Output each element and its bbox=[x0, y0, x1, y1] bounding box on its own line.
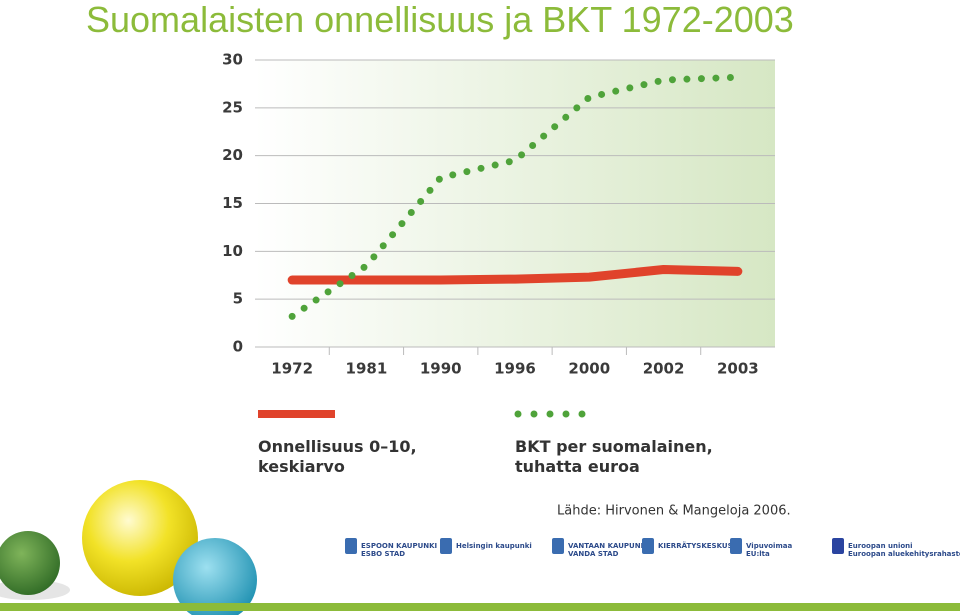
ball bbox=[82, 480, 198, 596]
logo: ESPOON KAUPUNKI ESBO STAD bbox=[361, 542, 437, 558]
x-tick-label: 2003 bbox=[717, 360, 759, 378]
x-tick-label: 2000 bbox=[568, 360, 610, 378]
x-tick-label: 1990 bbox=[420, 360, 462, 378]
ball bbox=[0, 531, 60, 595]
y-tick-label: 5 bbox=[233, 290, 243, 308]
legend-label: BKT per suomalainen, tuhatta euroa bbox=[515, 437, 713, 476]
legend-label: Onnellisuus 0–10, keskiarvo bbox=[258, 437, 417, 476]
source: Lähde: Hirvonen & Mangeloja 2006. bbox=[557, 504, 791, 519]
y-tick-label: 10 bbox=[222, 242, 243, 260]
logo-icon bbox=[832, 538, 844, 554]
x-tick-label: 1981 bbox=[346, 360, 388, 378]
footer-bar bbox=[0, 603, 960, 611]
y-tick-label: 0 bbox=[233, 338, 243, 356]
y-tick-label: 20 bbox=[222, 146, 243, 164]
logo: Helsingin kaupunki bbox=[456, 542, 532, 550]
logo-icon bbox=[440, 538, 452, 554]
slide-title: Suomalaisten onnellisuus ja BKT 1972-200… bbox=[86, 0, 794, 40]
x-tick-label: 2002 bbox=[643, 360, 685, 378]
logo: Vipuvoimaa EU:lta bbox=[746, 542, 792, 558]
x-tick-label: 1972 bbox=[271, 360, 313, 378]
logo: Euroopan unioni Euroopan aluekehitysrahas… bbox=[848, 542, 960, 558]
logo: KIERRÄTYSKESKUS bbox=[658, 541, 733, 550]
series-line bbox=[288, 73, 742, 320]
y-tick-label: 30 bbox=[222, 51, 243, 69]
y-tick-label: 25 bbox=[222, 98, 243, 116]
logo-icon bbox=[642, 538, 654, 554]
logo-icon bbox=[345, 538, 357, 554]
logo: VANTAAN KAUPUNKI VANDA STAD bbox=[568, 542, 649, 558]
y-tick-label: 15 bbox=[222, 194, 243, 212]
logo-icon bbox=[552, 538, 564, 554]
logo-icon bbox=[730, 538, 742, 554]
series-line bbox=[287, 265, 743, 285]
x-tick-label: 1996 bbox=[494, 360, 536, 378]
ball bbox=[173, 538, 257, 615]
